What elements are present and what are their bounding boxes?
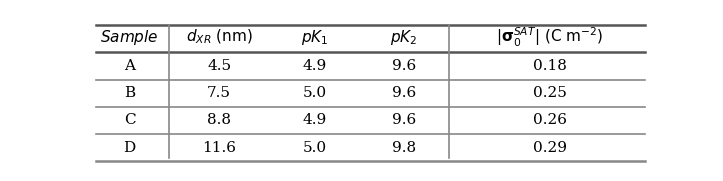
- Text: 9.6: 9.6: [392, 113, 416, 127]
- Text: $\mathit{Sample}$: $\mathit{Sample}$: [100, 28, 159, 47]
- Text: 7.5: 7.5: [208, 86, 231, 100]
- Text: $|\mathbf{\sigma}_{0}^{SAT}|$ (C m$^{-2}$): $|\mathbf{\sigma}_{0}^{SAT}|$ (C m$^{-2}…: [496, 26, 604, 49]
- Text: C: C: [124, 113, 135, 127]
- Text: 0.18: 0.18: [533, 59, 567, 73]
- Text: 0.26: 0.26: [533, 113, 567, 127]
- Text: 0.25: 0.25: [533, 86, 567, 100]
- Text: 4.9: 4.9: [302, 113, 327, 127]
- Text: 11.6: 11.6: [202, 140, 236, 155]
- Text: 9.6: 9.6: [392, 59, 416, 73]
- Text: 4.9: 4.9: [302, 59, 327, 73]
- Text: $\mathbf{\mathit{d}}_{\mathit{XR}}$ (nm): $\mathbf{\mathit{d}}_{\mathit{XR}}$ (nm): [186, 28, 253, 46]
- Text: 4.5: 4.5: [208, 59, 231, 73]
- Text: 9.6: 9.6: [392, 86, 416, 100]
- Text: D: D: [124, 140, 136, 155]
- Text: B: B: [124, 86, 135, 100]
- Text: 9.8: 9.8: [392, 140, 416, 155]
- Text: 8.8: 8.8: [208, 113, 231, 127]
- Text: A: A: [124, 59, 135, 73]
- Text: 0.29: 0.29: [533, 140, 567, 155]
- Text: $\mathbf{\mathit{p}}\mathbf{\mathit{K}}_{1}$: $\mathbf{\mathit{p}}\mathbf{\mathit{K}}_…: [301, 28, 328, 47]
- Text: 5.0: 5.0: [302, 140, 327, 155]
- Text: 5.0: 5.0: [302, 86, 327, 100]
- Text: $\mathbf{\mathit{p}}\mathbf{\mathit{K}}_{2}$: $\mathbf{\mathit{p}}\mathbf{\mathit{K}}_…: [390, 28, 418, 47]
